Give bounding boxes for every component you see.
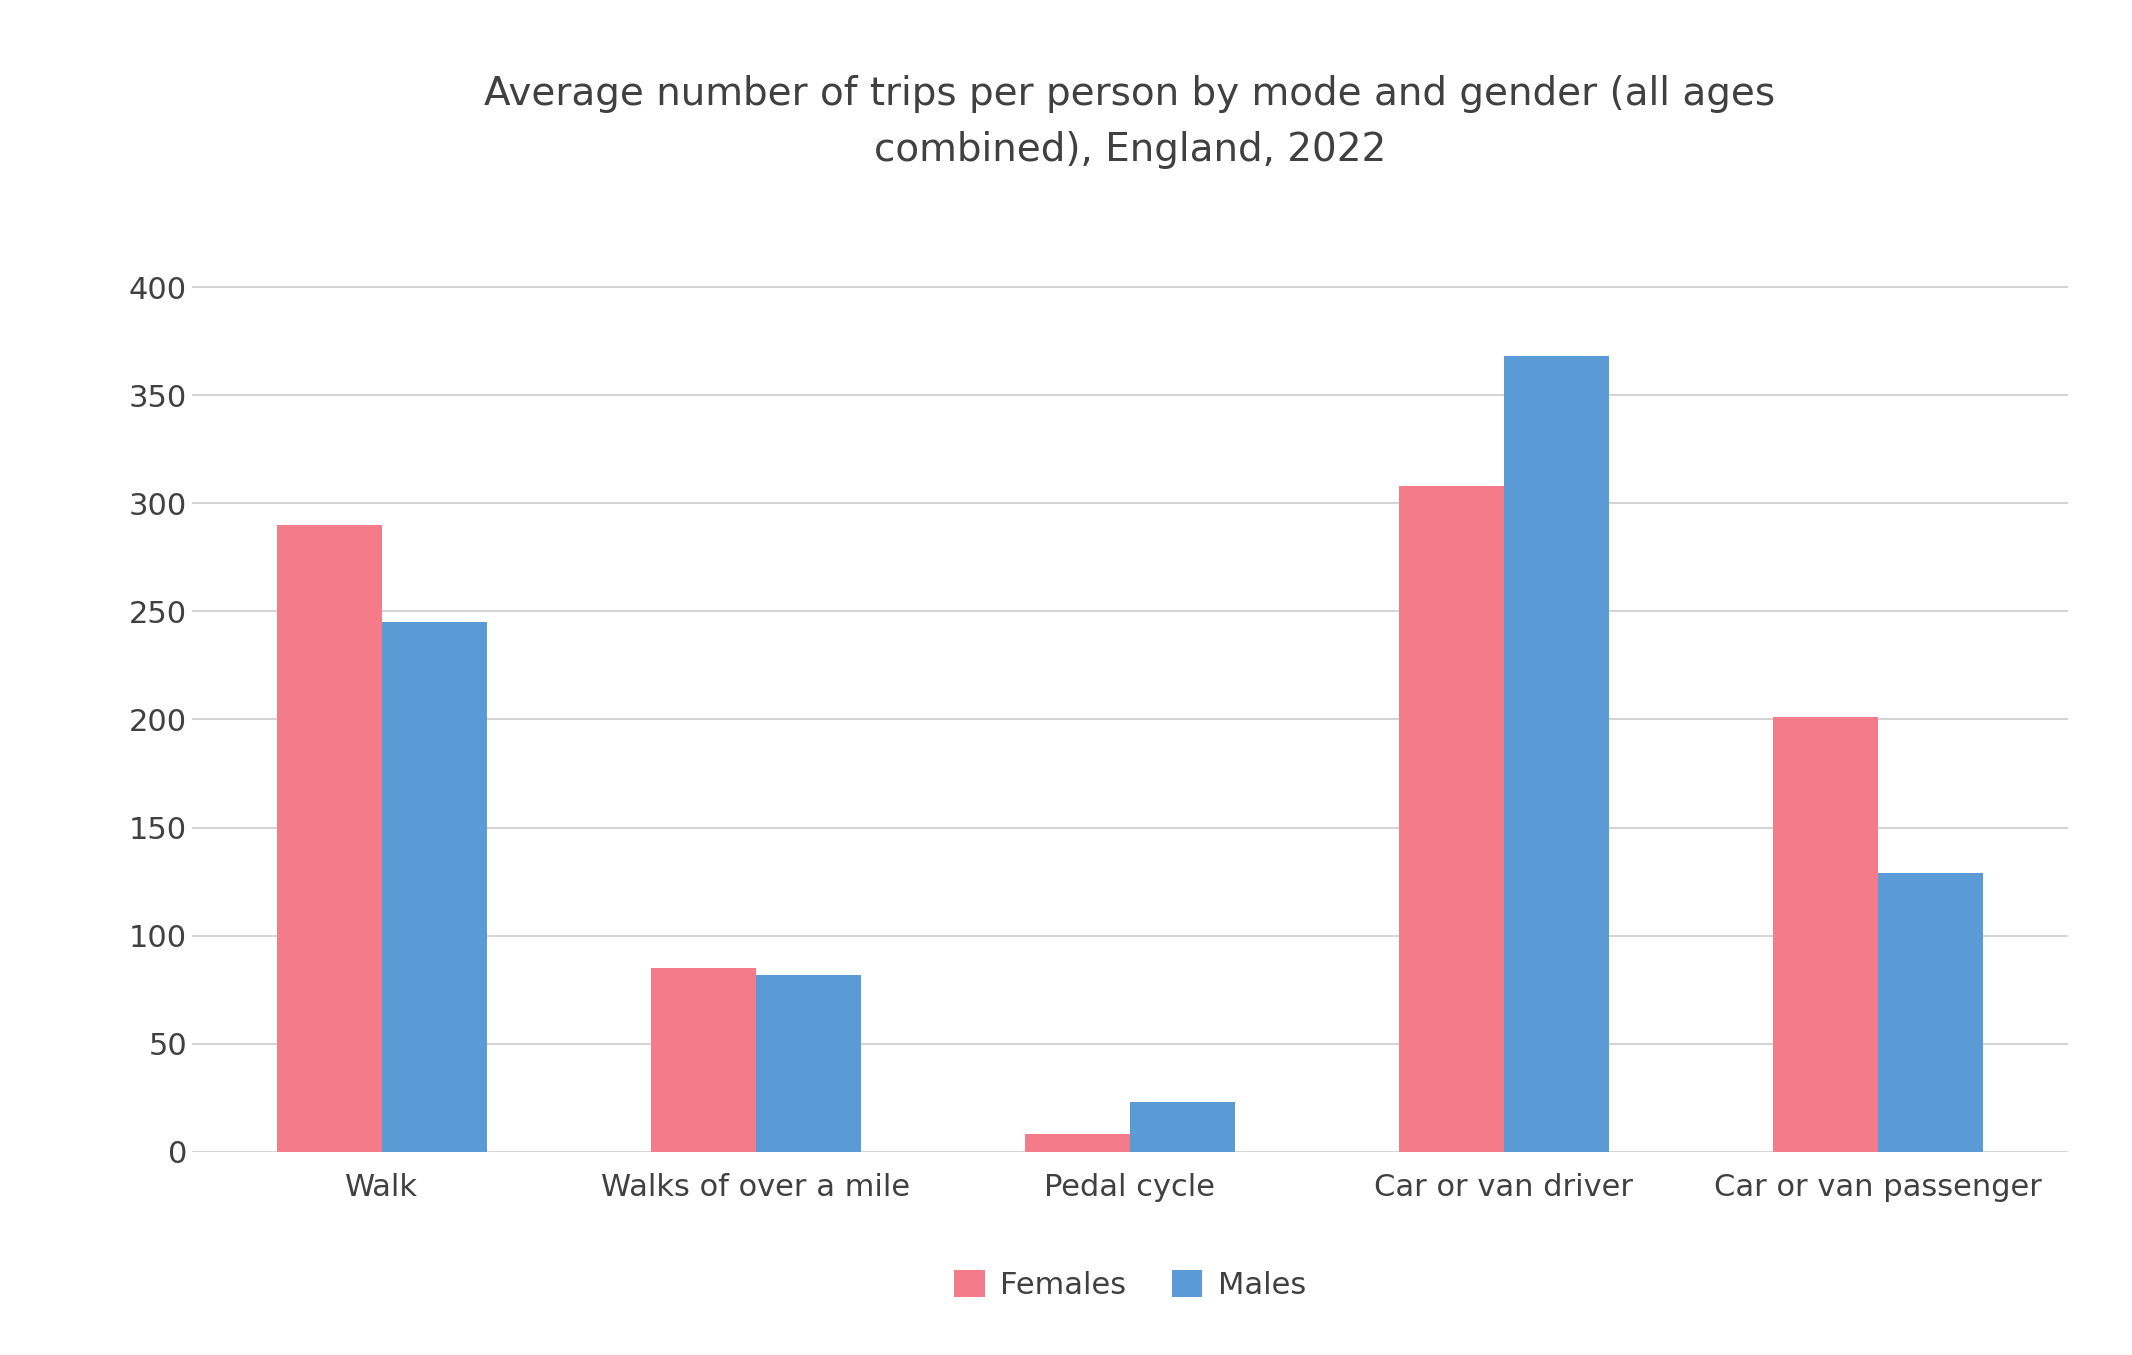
Bar [1399,486,1503,1152]
Bar [757,974,861,1152]
Bar [1774,717,1878,1152]
Bar [1878,873,1983,1152]
Bar [1503,356,1610,1152]
Title: Average number of trips per person by mode and gender (all ages
combined), Engla: Average number of trips per person by mo… [484,75,1776,168]
Legend: Females, Males: Females, Males [942,1257,1318,1313]
Bar [382,622,486,1152]
Bar [1130,1102,1234,1152]
Bar [277,524,382,1152]
Bar [650,967,757,1152]
Bar [1025,1134,1130,1152]
